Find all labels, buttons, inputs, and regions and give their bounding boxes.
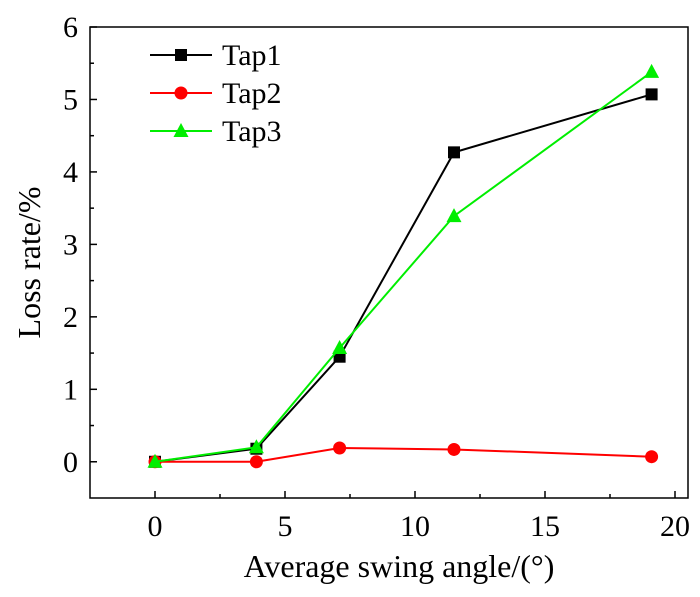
y-tick-label: 1 [63,373,78,406]
legend-marker [175,49,187,61]
y-axis-label: Loss rate/% [11,187,47,339]
x-tick-label: 5 [278,510,293,543]
y-tick-label: 3 [63,228,78,261]
y-tick-label: 6 [63,11,78,44]
legend-label: Tap2 [222,77,282,110]
series-line [155,447,652,463]
legend-label: Tap3 [222,115,282,148]
x-tick-label: 15 [530,510,560,543]
legend: Tap1 Tap2 Tap3 [150,39,282,148]
legend-marker [174,86,188,100]
legend-item: Tap1 [150,39,282,72]
data-point [147,453,163,468]
data-point [249,455,263,469]
data-point [644,63,660,78]
data-point [645,88,658,101]
data-point [332,340,348,355]
series-tap3 [147,63,660,468]
x-tick-label: 0 [148,510,163,543]
y-tick-label: 4 [63,156,78,189]
data-point [248,439,264,454]
plot-frame [89,26,689,499]
data-point [448,146,460,159]
axis-ticks: 0 5 10 15 20 0 1 2 3 4 5 6 [63,11,690,543]
legend-marker [173,123,189,137]
legend-label: Tap1 [222,39,282,72]
series-tap2 [148,441,659,469]
x-tick-label: 10 [400,510,430,543]
data-point [446,208,462,223]
series-line [154,93,652,463]
data-point [333,441,347,455]
x-axis-label: Average swing angle/(°) [244,548,555,584]
series-layer [147,63,660,469]
y-tick-label: 5 [63,83,78,116]
y-tick-label: 0 [63,446,78,479]
data-point [645,450,659,464]
legend-item: Tap3 [150,115,282,148]
data-point [447,442,461,456]
legend-item: Tap2 [150,77,282,110]
x-tick-label: 20 [660,510,690,543]
y-tick-label: 2 [63,301,78,334]
